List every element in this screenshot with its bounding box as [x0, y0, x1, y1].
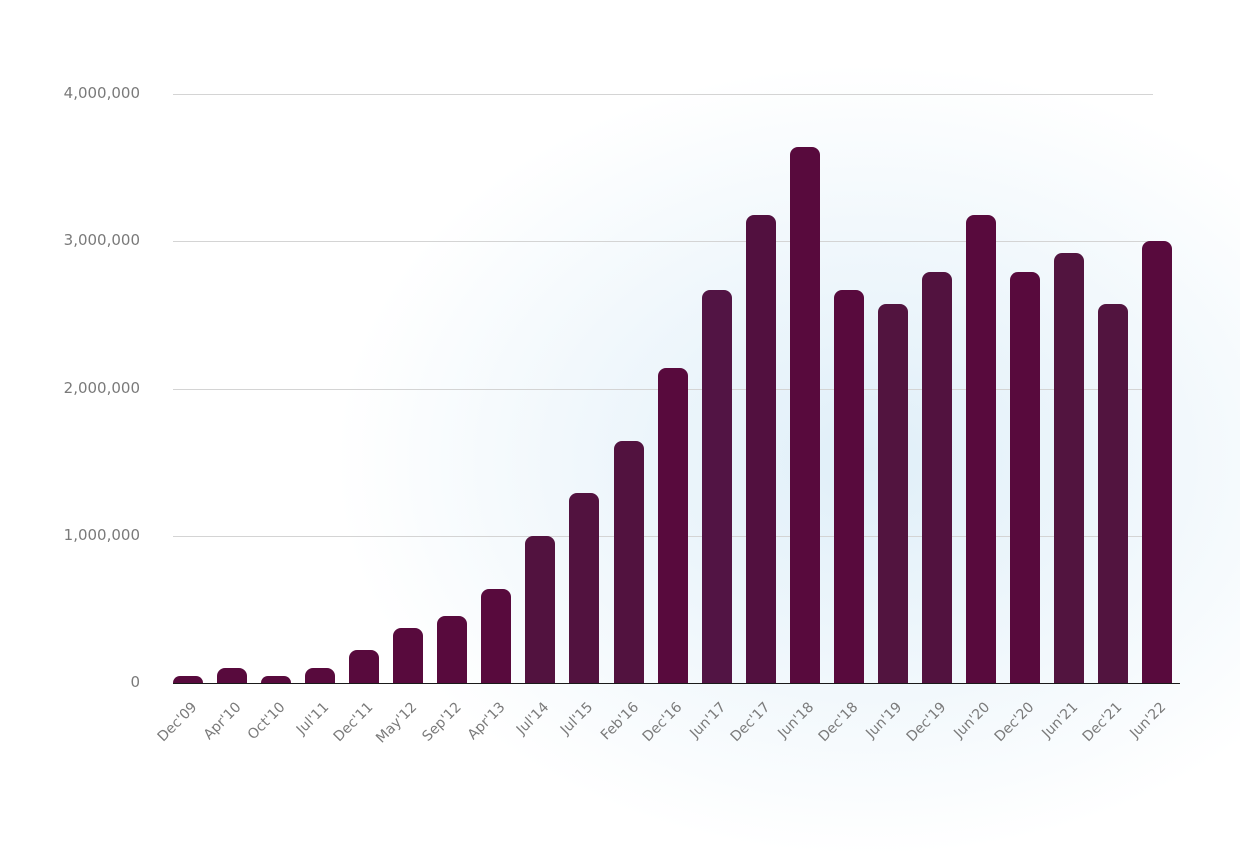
x-tick-label: Dec'16	[639, 699, 685, 746]
bar[interactable]	[569, 493, 600, 683]
gridline	[173, 94, 1153, 95]
bar[interactable]	[173, 675, 203, 683]
x-tick-label: Dec'21	[1079, 699, 1126, 746]
x-tick-label: Jul'15	[558, 699, 597, 738]
x-tick-label: Jun'22	[1127, 699, 1170, 742]
bar[interactable]	[789, 147, 820, 683]
y-tick-label: 3,000,000	[63, 231, 140, 250]
x-tick-label: Jun'20	[950, 699, 994, 742]
bar[interactable]	[261, 675, 292, 683]
bar[interactable]	[613, 440, 644, 683]
bar[interactable]	[701, 289, 732, 683]
bar[interactable]	[305, 668, 336, 683]
x-tick-label: Dec'11	[330, 699, 377, 746]
bar[interactable]	[349, 649, 380, 683]
x-tick-label: Dec'18	[815, 699, 862, 746]
x-tick-label: Feb'16	[597, 699, 642, 744]
x-tick-label: Jun'19	[862, 699, 906, 742]
x-tick-label: Dec'17	[727, 699, 774, 746]
bar[interactable]	[525, 535, 556, 683]
bar[interactable]	[657, 367, 688, 683]
x-tick-label: Jun'18	[774, 699, 817, 742]
bar[interactable]	[833, 289, 864, 683]
x-tick-label: Jul'11	[293, 699, 333, 738]
x-tick-label: Oct'10	[244, 699, 289, 744]
x-axis-line	[173, 683, 1180, 684]
x-tick-label: Apr'10	[200, 699, 245, 744]
x-tick-label: Apr'13	[465, 699, 509, 744]
x-tick-label: Dec'19	[903, 699, 950, 746]
bar[interactable]	[965, 214, 996, 683]
x-tick-label: Dec'09	[154, 699, 201, 746]
bar[interactable]	[877, 303, 908, 683]
bar[interactable]	[1142, 241, 1173, 683]
x-tick-label: Jul'14	[514, 699, 553, 738]
y-tick-label: 4,000,000	[63, 84, 140, 102]
x-tick-label: Jun'21	[1039, 699, 1082, 742]
bar[interactable]	[921, 272, 952, 683]
bar[interactable]	[1054, 253, 1084, 683]
gridline	[173, 241, 1153, 243]
bar-chart: 0 1,000,000 2,000,000 3,000,000 4,000,000 De…	[63, 84, 1180, 747]
y-tick-label: 1,000,000	[63, 525, 140, 544]
y-tick-label: 0	[130, 673, 140, 691]
y-tick-label: 2,000,000	[63, 378, 140, 397]
bar[interactable]	[745, 214, 776, 683]
x-tick-label: May'12	[373, 699, 421, 747]
x-tick-label: Dec'20	[991, 699, 1038, 746]
bar[interactable]	[437, 616, 468, 683]
bar[interactable]	[217, 668, 248, 683]
x-tick-label: Jun'17	[686, 699, 729, 742]
bar[interactable]	[1009, 272, 1040, 683]
bar[interactable]	[481, 588, 512, 683]
bar[interactable]	[1098, 303, 1129, 683]
x-tick-label: Sep'12	[419, 699, 466, 745]
bar[interactable]	[393, 627, 424, 683]
